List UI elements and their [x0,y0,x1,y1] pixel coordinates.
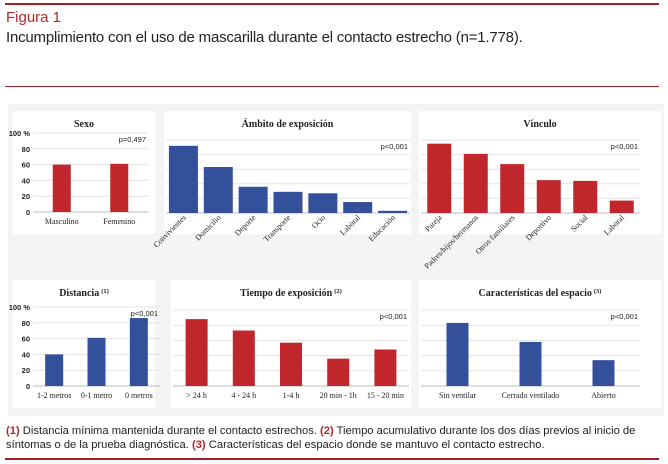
bar [168,145,198,213]
p-value-label: p<0,001 [131,309,158,318]
bar [45,354,64,386]
p-value-label: p=0,497 [119,135,146,144]
bar [573,180,598,213]
x-tick-label: Abierto [591,391,615,400]
x-tick-label: 1-4 h [283,391,300,400]
bar [592,360,615,386]
footnote-marker-3: (3) [191,439,206,451]
chart-title: Sexo [74,119,94,130]
footnote-text-1: Distancia mínima mantenida durante el co… [22,425,317,437]
bar [203,167,233,213]
bar [308,193,338,213]
bar [52,164,71,212]
bar [378,210,408,213]
title-divider [5,86,659,87]
y-tick-label: 20 [22,192,30,201]
y-tick-label: 20 [22,366,30,375]
bar [273,191,303,213]
bar [280,342,302,386]
x-tick-label: Masculino [45,217,79,226]
footnote: (1) Distancia mínima mantenida durante e… [6,424,658,452]
y-tick-label: 100 % [9,303,31,312]
bar [446,322,469,386]
y-tick-label: 40 [22,350,30,359]
footnote-marker-2: (2) [320,425,334,437]
footnote-text-2: Tiempo acumulativo durante los dos días … [6,425,636,451]
chart-title: Tiempo de exposición (2) [240,288,342,299]
x-tick-label: 0-1 metro [81,391,112,400]
figure-label: Figura 1 [6,9,62,26]
x-tick-label: Cerrado ventilado [502,391,560,400]
bar [519,341,542,386]
figure-title: Incumplimiento con el uso de mascarilla … [6,29,523,46]
chart-title: Ámbito de exposición [242,118,334,130]
x-tick-label: 1-2 metros [37,391,71,400]
y-tick-label: 80 [22,145,30,154]
footnote-text-3: Características del espacio donde se man… [208,439,545,451]
bar [232,330,255,386]
bar [129,318,148,386]
bar [609,200,634,213]
bar [87,337,106,386]
bar [185,319,208,386]
y-tick-label: 0 [26,208,30,217]
y-tick-label: 60 [22,161,30,170]
y-tick-label: 100 % [9,129,31,138]
chart-title: Vínculo [523,119,556,130]
chart-title: Características del espacio (3) [479,288,602,299]
chart-title: Distancia (1) [59,288,109,299]
p-value-label: p<0,001 [611,312,638,321]
bar [374,349,397,386]
y-tick-label: 80 [22,319,30,328]
bar [343,202,373,213]
bar [427,143,452,213]
bar [238,186,268,213]
top-rule [5,3,659,5]
x-tick-label: Sin ventilar [439,391,476,400]
x-tick-label: 0 metros [125,391,153,400]
p-value-label: p<0,001 [381,142,408,151]
bar [463,153,488,213]
x-tick-label: Femenino [103,217,135,226]
bar [500,164,525,213]
bar [536,180,561,213]
p-value-label: p<0,001 [611,142,638,151]
x-tick-label: 20 min - 1h [320,391,357,400]
y-tick-label: 60 [22,335,30,344]
bar [327,358,350,386]
bottom-rule [5,458,659,460]
bar [110,163,129,212]
y-tick-label: 0 [26,382,30,391]
footnote-marker-1: (1) [6,425,20,437]
x-tick-label: 15 - 20 min [367,391,404,400]
x-tick-label: 4 - 24 h [231,391,256,400]
p-value-label: p<0,001 [380,312,407,321]
x-tick-label: > 24 h [186,391,207,400]
y-tick-label: 40 [22,176,30,185]
panel-background [13,111,155,234]
